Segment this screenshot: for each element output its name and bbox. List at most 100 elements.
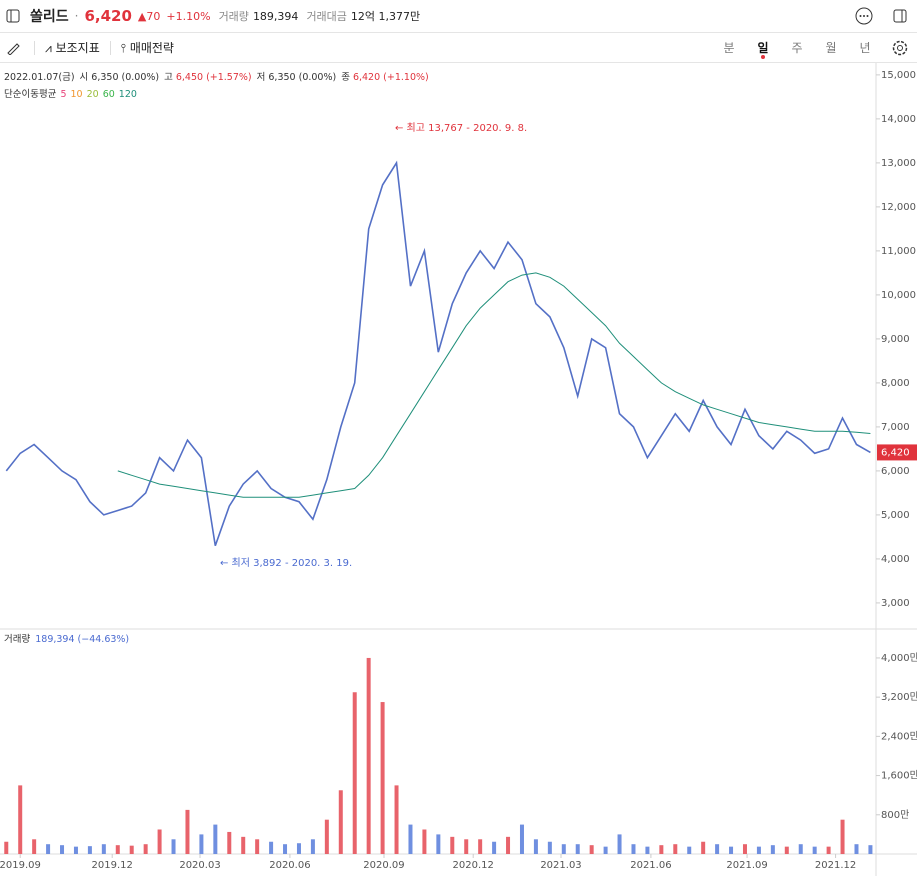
volume-bar: [18, 785, 23, 854]
change-pct: +1.10%: [166, 9, 211, 23]
price-line: [5, 160, 871, 546]
volume-bar: [408, 824, 413, 854]
x-tick-label: 2021.09: [726, 860, 767, 871]
last-price-label: 6,420: [881, 447, 910, 458]
volume-bar: [533, 839, 538, 854]
volume-bar: [213, 824, 218, 854]
period-tab[interactable]: 일: [746, 39, 780, 59]
info-line: 2022.01.07(금) 시 6,350 (0.00%) 고 6,450 (+1.57…: [4, 72, 429, 83]
period-tab[interactable]: 년: [859, 41, 871, 55]
high-label: 고: [164, 72, 173, 83]
ma-legend-item: 120: [119, 89, 137, 100]
volume-label: 거래량: [218, 10, 249, 23]
x-tick-label: 2019.12: [92, 860, 133, 871]
last-price-tag: [877, 444, 917, 461]
volume-bar: [4, 841, 9, 854]
volume-bar: [255, 839, 260, 854]
volume-bar: [436, 834, 441, 854]
volume-bar: [310, 839, 315, 854]
draw-icon[interactable]: [6, 41, 20, 55]
y-tick-label: 4,000: [881, 554, 910, 565]
x-tick-label: 2019.09: [0, 860, 41, 871]
close-label: 종: [341, 72, 350, 83]
indicators-text: 보조지표: [55, 41, 100, 55]
period-tab[interactable]: 월: [825, 41, 837, 55]
y-tick-label: 3,000: [881, 598, 910, 609]
volume-bar: [575, 844, 580, 854]
period-tab[interactable]: 분: [723, 41, 735, 55]
y-tick-label: 15,000: [881, 70, 916, 81]
y-tick-label: 7,000: [881, 422, 910, 433]
volume-bar: [784, 846, 789, 854]
y-tick-label: 14,000: [881, 114, 916, 125]
volume-bar: [366, 657, 371, 854]
header: 쏠리드 · 6,420 ▲70 +1.10% 거래량 189,394 거래대금 …: [0, 0, 917, 33]
x-tick-label: 2021.12: [815, 860, 856, 871]
volume-bar: [673, 844, 678, 854]
x-tick-label: 2021.03: [540, 860, 581, 871]
strategy-button[interactable]: ⫯ 매매전략: [120, 41, 174, 55]
volume-bar: [519, 824, 524, 854]
indicators-button[interactable]: ⩘ 보조지표: [45, 41, 100, 55]
volume-bar: [506, 836, 511, 854]
volume-bar: [547, 841, 552, 854]
volume-bar: [798, 844, 803, 854]
volume-bar: [812, 846, 817, 854]
volume-bar: [617, 834, 622, 854]
volume-bar: [645, 846, 650, 854]
low-label: 저: [257, 72, 266, 83]
volume-bar: [868, 845, 873, 854]
volume-bar: [101, 844, 106, 854]
volume-bar: [227, 831, 232, 854]
volume-bar: [701, 841, 706, 854]
high-annotation: ← 최고 13,767 - 2020. 9. 8.: [395, 122, 527, 134]
volume-bar: [450, 836, 455, 854]
volume-bar: [826, 846, 831, 854]
volume-bar: [756, 846, 761, 854]
ma-legend-item: 20: [87, 89, 99, 100]
y-tick-label: 13,000: [881, 158, 916, 169]
volume-bar: [631, 844, 636, 854]
open: 6,350 (0.00%): [91, 72, 159, 83]
price-line: [117, 272, 871, 498]
volume-bar: [46, 844, 51, 854]
volume-bar: [492, 841, 497, 854]
high: 6,450 (+1.57%): [176, 72, 252, 83]
vol-tick-label: 800만: [881, 809, 909, 821]
more-icon[interactable]: [855, 7, 873, 25]
low: 6,350 (0.00%): [268, 72, 336, 83]
y-tick-label: 6,000: [881, 466, 910, 477]
x-tick-label: 2021.06: [630, 860, 671, 871]
volume-bar: [338, 790, 343, 854]
x-tick-label: 2020.03: [179, 860, 220, 871]
volume-bar: [770, 845, 775, 854]
low-annotation: ← 최저 3,892 - 2020. 3. 19.: [220, 557, 352, 569]
volume-bar: [87, 846, 92, 854]
volume-bar: [143, 844, 148, 854]
volume-bar: [171, 839, 176, 854]
open-label: 시: [80, 72, 89, 83]
volume-bar: [324, 819, 329, 854]
volume-bar: [561, 844, 566, 854]
vol-tick-label: 1,600만: [881, 770, 917, 782]
change: ▲70: [137, 9, 161, 23]
settings-icon[interactable]: [892, 40, 908, 56]
volume-bar: [729, 846, 734, 854]
price: 6,420: [84, 7, 132, 25]
x-tick-label: 2020.12: [453, 860, 494, 871]
volume-bar: [659, 845, 664, 854]
volume-bar: [60, 845, 65, 854]
volume-bar: [380, 702, 385, 854]
amount-label: 거래대금: [306, 10, 347, 23]
volume-bar: [115, 845, 120, 854]
ma-legend: 단순이동평균 5 10 20 60 120: [4, 89, 137, 100]
close: 6,420 (+1.10%): [353, 72, 429, 83]
layout-icon[interactable]: [893, 9, 907, 23]
stock-name: 쏠리드: [30, 9, 69, 25]
period-tab[interactable]: 주: [791, 41, 803, 55]
panel-icon[interactable]: [6, 9, 20, 23]
volume-bar: [422, 829, 427, 854]
